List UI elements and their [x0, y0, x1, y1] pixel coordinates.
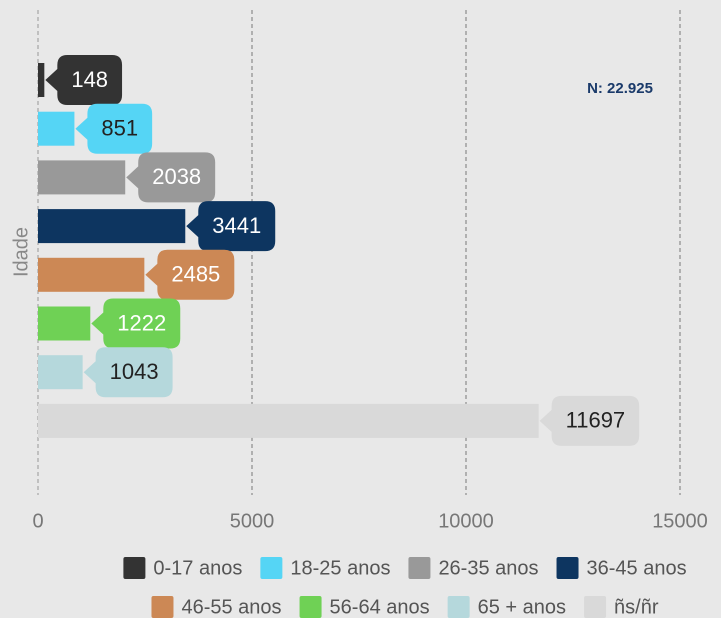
data-label-text: 3441: [212, 213, 261, 238]
data-label: 148: [45, 55, 123, 105]
legend-swatch: [408, 557, 431, 579]
annotation: N: 22.925: [587, 80, 653, 97]
legend-swatch: [260, 557, 283, 579]
bar: [38, 403, 539, 438]
data-label-box: [186, 201, 276, 252]
legend-swatch: [584, 596, 607, 618]
legend-label: 26-35 anos: [438, 557, 538, 579]
data-label-text: 851: [101, 116, 138, 141]
data-label-text: 1222: [117, 310, 166, 335]
legend-swatch: [299, 596, 322, 618]
bar: [38, 63, 45, 97]
x-tick-label: 5000: [230, 510, 275, 532]
data-label-box: [539, 395, 640, 446]
data-label: 851: [75, 103, 153, 154]
data-label-box: [91, 298, 181, 349]
legend-label: 56-64 anos: [330, 596, 430, 618]
legend-item: 36-45 anos: [556, 557, 687, 579]
x-tick-label: 15000: [652, 510, 708, 532]
data-label-box: [83, 347, 173, 398]
bar: [38, 355, 83, 390]
bar: [38, 160, 126, 195]
bar: [38, 257, 145, 292]
legend-swatch: [123, 557, 146, 579]
bar: [38, 209, 186, 244]
y-axis-label: Idade: [10, 227, 32, 277]
x-tick-label: 0: [32, 510, 43, 532]
data-label: 1043: [83, 347, 173, 398]
bar: [38, 306, 91, 341]
data-label-text: 148: [71, 67, 108, 92]
legend-item: 65 + anos: [447, 596, 566, 618]
data-label-box: [145, 249, 235, 300]
legend-label: ñs/ñr: [614, 596, 659, 618]
legend-label: 18-25 anos: [290, 557, 390, 579]
legend-item: 0-17 anos: [123, 557, 242, 579]
legend-item: 26-35 anos: [408, 557, 539, 579]
data-label-box: [126, 152, 216, 203]
legend-label: 46-55 anos: [181, 596, 281, 618]
x-tick-label: 10000: [438, 510, 494, 532]
data-label-box: [75, 103, 153, 154]
data-label-text: 11697: [566, 408, 626, 433]
legend-swatch: [447, 596, 470, 618]
legend-label: 36-45 anos: [587, 557, 687, 579]
legend-swatch: [151, 596, 174, 618]
data-label-box: [45, 55, 123, 105]
bar: [38, 111, 75, 146]
legend-item: 18-25 anos: [260, 557, 390, 579]
data-label: 1222: [91, 298, 181, 349]
data-label: 2038: [126, 152, 216, 203]
data-label: 2485: [145, 249, 235, 300]
legend-label: 0-17 anos: [153, 557, 242, 579]
legend-label: 65 + anos: [478, 596, 566, 618]
data-label-text: 2038: [152, 164, 201, 189]
data-label-text: 1043: [110, 359, 159, 384]
legend-item: 46-55 anos: [151, 596, 282, 618]
legend-item: ñs/ñr: [584, 596, 659, 618]
data-label: 3441: [186, 201, 276, 252]
legend-swatch: [556, 557, 579, 579]
data-label-text: 2485: [171, 262, 220, 287]
data-label: 11697: [539, 395, 640, 446]
legend-item: 56-64 anos: [299, 596, 430, 618]
